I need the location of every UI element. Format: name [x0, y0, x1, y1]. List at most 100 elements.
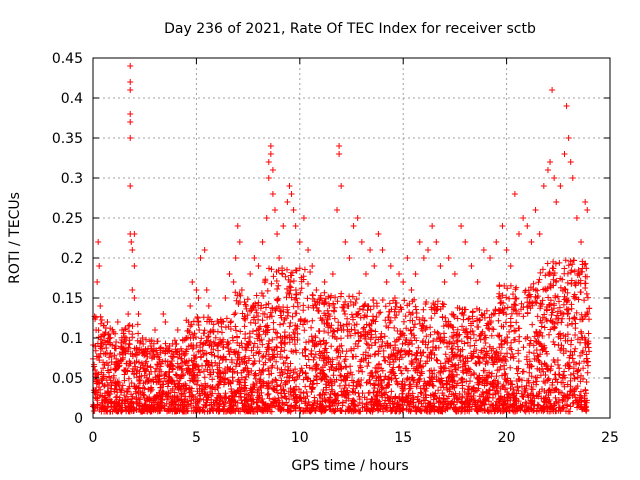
data-point	[288, 191, 295, 197]
data-point	[152, 327, 159, 333]
x-tick-label: 0	[89, 430, 98, 446]
data-point	[553, 199, 560, 205]
data-point	[135, 311, 142, 317]
data-point	[102, 351, 109, 357]
data-point	[516, 231, 523, 237]
data-point	[528, 239, 535, 245]
x-tick-label: 5	[192, 430, 201, 446]
data-point	[187, 303, 194, 309]
data-point	[129, 287, 136, 293]
data-point	[292, 223, 299, 229]
data-point	[143, 351, 150, 357]
data-point	[128, 239, 135, 245]
data-point	[358, 239, 365, 245]
data-point	[265, 175, 272, 181]
data-point	[305, 247, 312, 253]
axes: 0 5 10 15 20 25 0 0.05 0.1 0.15 0.2 0.25 0.3 0.35 0.4 0…	[52, 51, 619, 446]
x-tick-label: 25	[601, 430, 619, 446]
data-point	[129, 247, 136, 253]
data-point	[354, 215, 361, 221]
data-point	[309, 263, 316, 269]
data-point	[416, 239, 423, 245]
scatter-cloud	[90, 257, 593, 415]
data-point	[561, 151, 568, 157]
data-point	[487, 255, 494, 261]
x-tick-label: 20	[498, 430, 516, 446]
data-point	[474, 279, 481, 285]
data-point	[567, 159, 574, 165]
data-point	[108, 359, 115, 365]
x-axis-label: GPS time / hours	[291, 458, 408, 474]
data-point	[582, 199, 589, 205]
y-tick-label: 0	[74, 411, 83, 427]
data-point	[263, 215, 270, 221]
data-point	[387, 263, 394, 269]
data-point	[549, 87, 556, 93]
data-point	[247, 271, 254, 277]
y-axis-label: ROTI / TECUs	[7, 192, 23, 284]
data-point	[267, 143, 274, 149]
x-tick-label: 10	[291, 430, 309, 446]
data-point	[300, 215, 307, 221]
data-point	[412, 271, 419, 277]
data-point	[317, 295, 324, 301]
data-point	[131, 295, 138, 301]
data-point	[329, 271, 336, 277]
data-point	[493, 239, 500, 245]
data-point	[383, 279, 390, 285]
data-point	[503, 247, 510, 253]
data-point	[121, 367, 128, 373]
data-point	[573, 215, 580, 221]
data-point	[106, 335, 113, 341]
data-point	[265, 159, 272, 165]
data-point	[524, 223, 531, 229]
data-point	[110, 375, 117, 381]
data-point	[269, 191, 276, 197]
data-point	[507, 263, 514, 269]
data-point	[127, 183, 134, 189]
data-point	[321, 279, 328, 285]
data-point	[334, 207, 341, 213]
data-point	[170, 351, 177, 357]
data-point	[243, 303, 250, 309]
data-point	[468, 263, 475, 269]
data-point	[480, 247, 487, 253]
data-point	[375, 231, 382, 237]
data-point	[371, 263, 378, 269]
data-point	[551, 175, 558, 181]
data-point	[544, 167, 551, 173]
data-point	[532, 207, 539, 213]
data-point	[280, 223, 287, 229]
data-point	[584, 207, 591, 213]
data-point	[569, 175, 576, 181]
data-point	[267, 151, 274, 157]
data-point	[420, 255, 427, 261]
data-point	[226, 271, 233, 277]
data-point	[118, 327, 125, 333]
data-point	[547, 159, 554, 165]
data-point	[131, 263, 138, 269]
data-point	[183, 335, 190, 341]
data-point	[391, 295, 398, 301]
data-point	[511, 191, 518, 197]
plot-frame	[92, 57, 611, 419]
data-point	[367, 247, 374, 253]
data-point	[230, 279, 237, 285]
data-point	[193, 287, 200, 293]
data-point	[95, 239, 102, 245]
data-point	[127, 63, 134, 69]
data-point	[174, 327, 181, 333]
data-point	[218, 319, 225, 325]
data-point	[350, 223, 357, 229]
data-point	[499, 223, 506, 229]
data-point	[313, 287, 320, 293]
data-point	[346, 255, 353, 261]
data-point	[251, 255, 258, 261]
data-points	[90, 63, 593, 415]
data-point	[429, 223, 436, 229]
data-point	[259, 239, 266, 245]
data-point	[336, 143, 343, 149]
data-point	[336, 151, 343, 157]
data-point	[214, 343, 221, 349]
